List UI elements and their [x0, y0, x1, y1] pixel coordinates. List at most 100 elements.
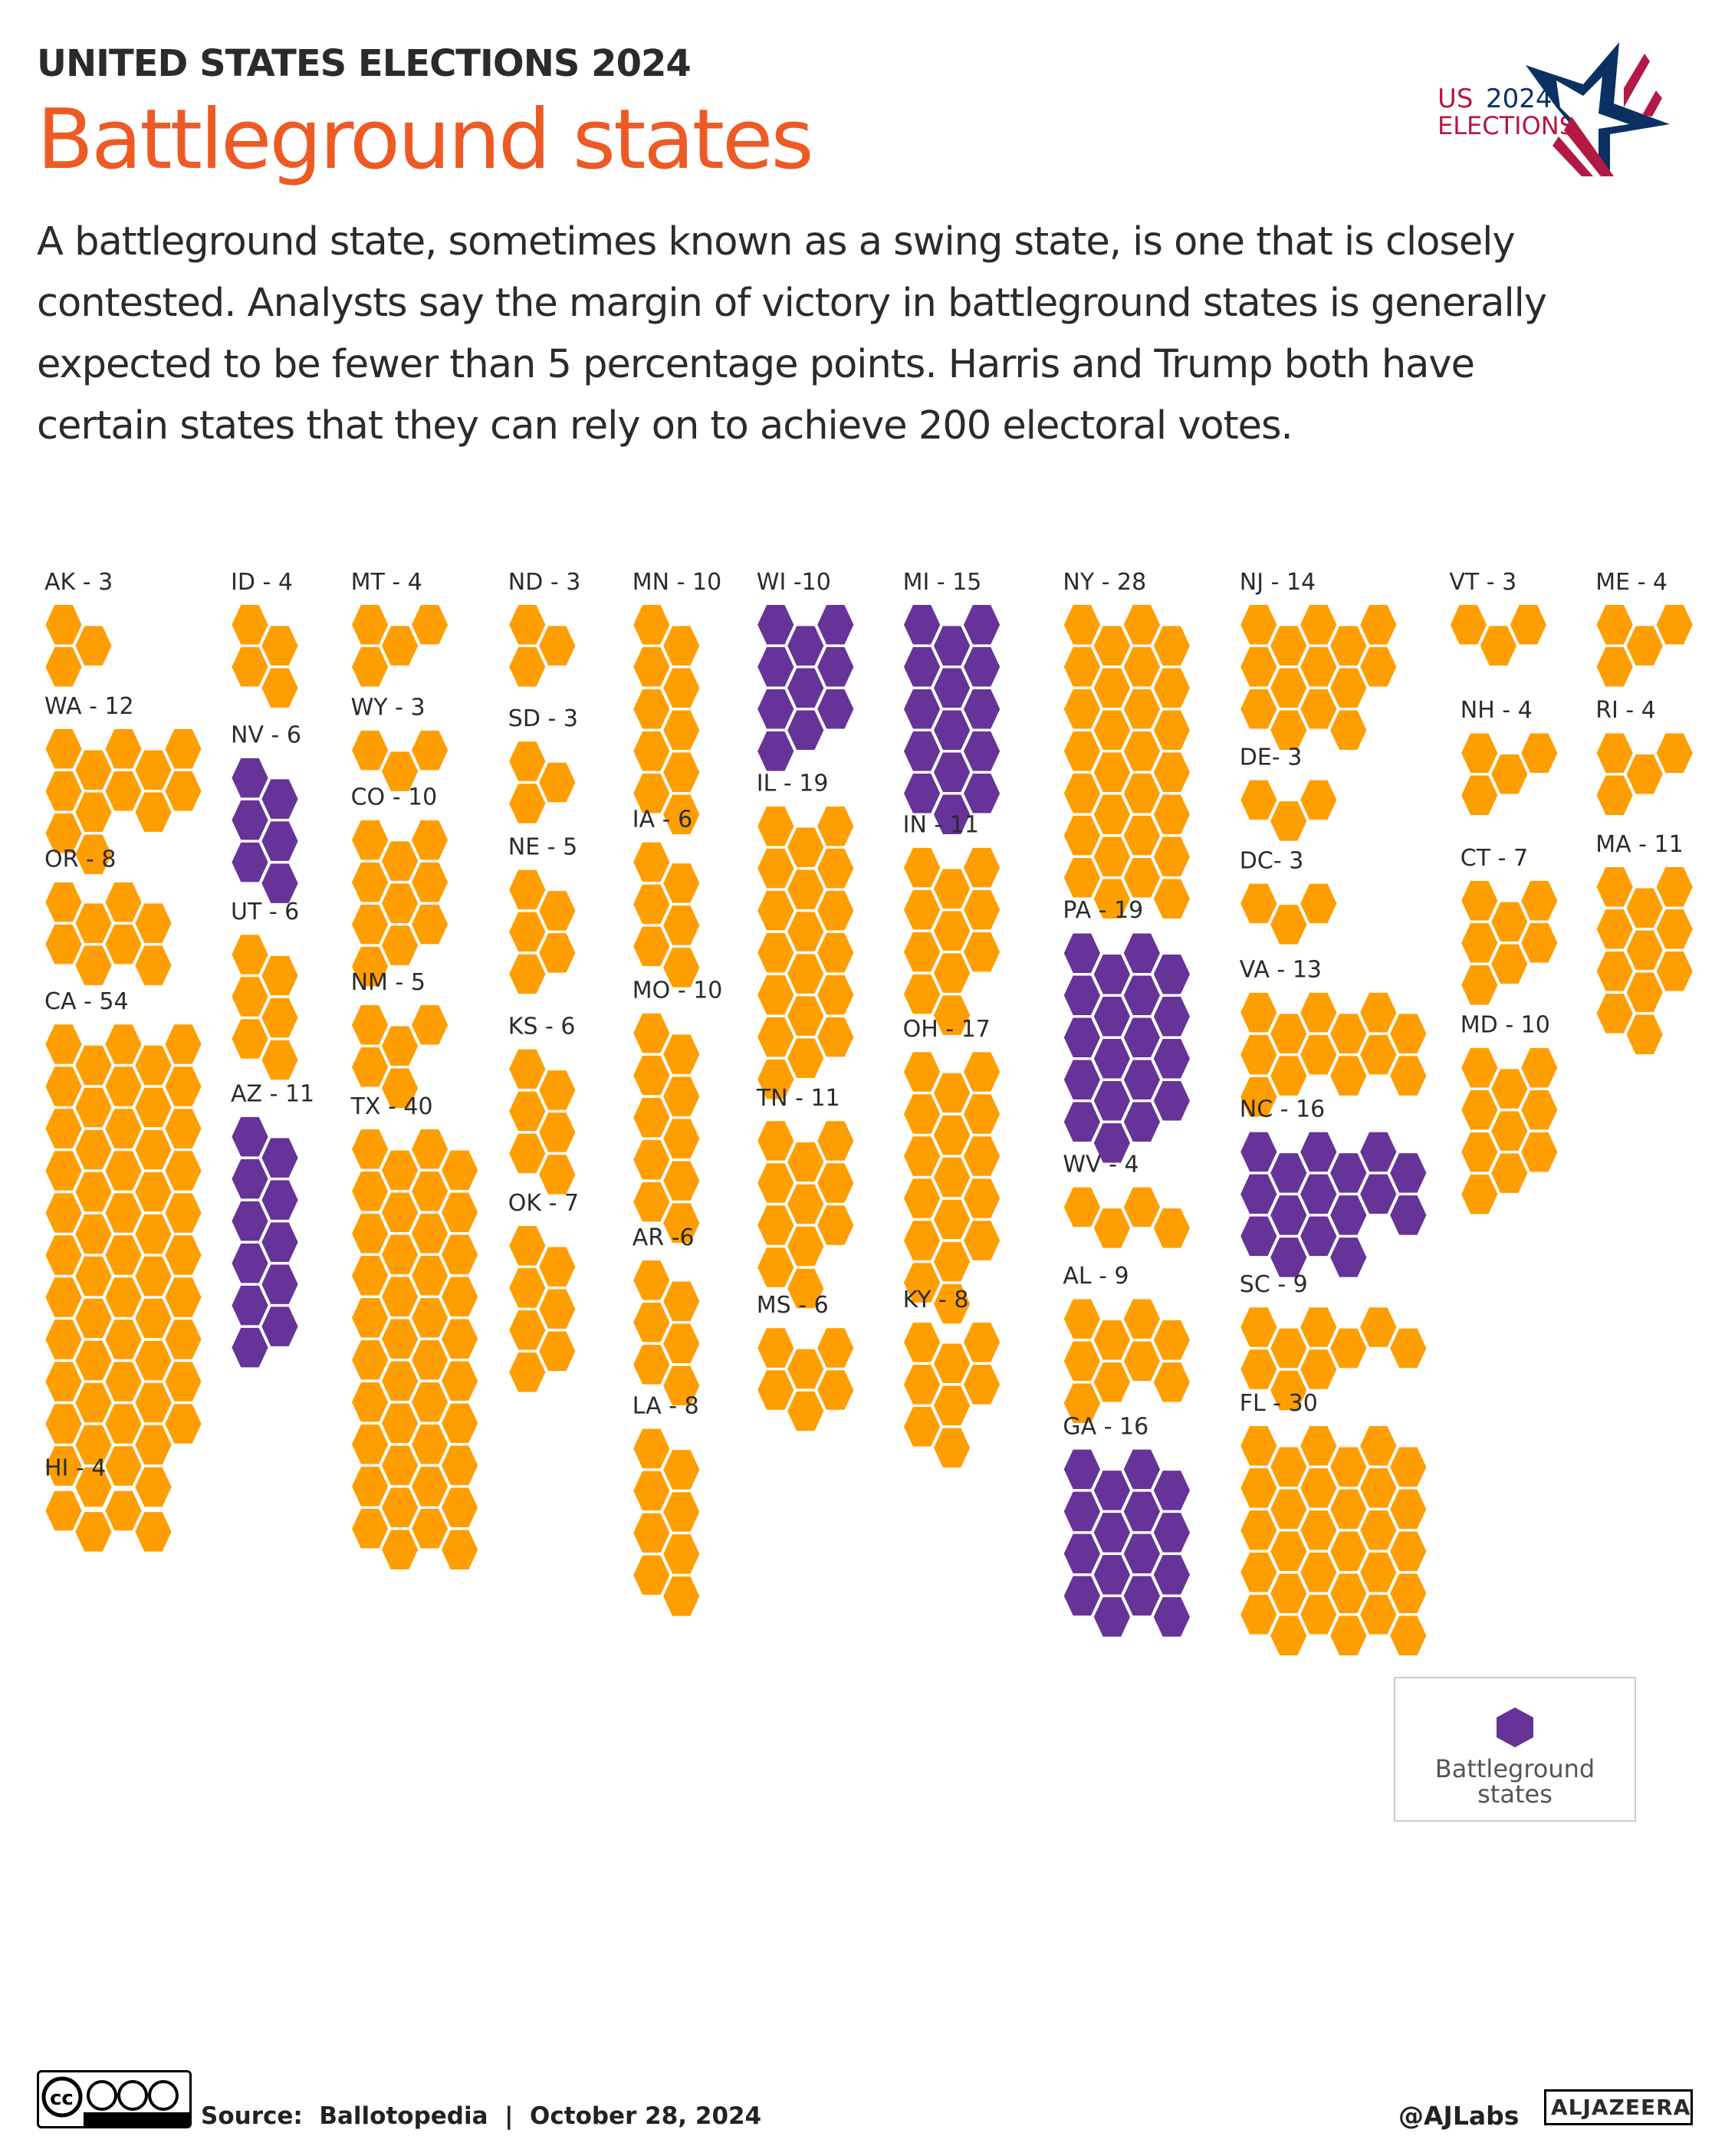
electoral-vote-hex: [1624, 1013, 1665, 1057]
electoral-vote-hex: [1092, 1595, 1132, 1639]
electoral-vote-hex: [631, 771, 672, 816]
state-mo: MO - 10: [631, 978, 723, 1245]
electoral-vote-hex: [1268, 1235, 1309, 1280]
electoral-vote-hex: [1489, 752, 1530, 796]
state-label: CA - 54: [44, 988, 129, 1015]
electoral-vote-hex: [1328, 1053, 1369, 1098]
electoral-vote-hex: [1519, 1130, 1560, 1174]
state-label: AL - 9: [1063, 1263, 1129, 1290]
footer: cc Source: Ballotopedia | October 28, 20…: [37, 2070, 1693, 2139]
electoral-vote-hex: [537, 761, 578, 804]
electoral-vote-hex: [932, 793, 972, 836]
electoral-vote-hex: [1624, 624, 1665, 668]
state-label: DC- 3: [1240, 847, 1304, 874]
electoral-vote-hex: [1594, 645, 1635, 689]
electoral-vote-hex: [1654, 731, 1695, 775]
electoral-vote-hex: [1062, 1574, 1102, 1618]
electoral-vote-hex: [815, 603, 856, 647]
electoral-vote-hex: [815, 973, 856, 1017]
electoral-vote-hex: [961, 1092, 1002, 1136]
electoral-vote-hex: [133, 943, 174, 988]
electoral-vote-hex: [1459, 773, 1500, 817]
electoral-vote-hex: [631, 1180, 672, 1224]
electoral-vote-hex: [785, 1036, 826, 1080]
state-dc: DC- 3: [1238, 847, 1339, 947]
state-mt: MT - 4: [350, 569, 450, 689]
electoral-vote-hex: [537, 1329, 578, 1373]
state-label: MA - 11: [1595, 831, 1683, 858]
state-il: IL - 19: [755, 771, 856, 1101]
state-label: MN - 10: [632, 569, 721, 596]
electoral-vote-hex: [1298, 1592, 1339, 1637]
state-label: AR -6: [632, 1224, 695, 1251]
state-ct: CT - 7: [1459, 845, 1560, 1007]
electoral-vote-hex: [409, 1003, 450, 1047]
electoral-vote-hex: [902, 1260, 942, 1305]
electoral-vote-hex: [1478, 624, 1519, 668]
electoral-vote-hex: [1062, 856, 1102, 900]
electoral-vote-hex: [409, 860, 450, 904]
state-hi: HI - 4: [43, 1454, 174, 1554]
state-label: LA - 8: [632, 1392, 699, 1419]
electoral-vote-hex: [229, 1326, 271, 1369]
electoral-vote-hex: [961, 930, 1002, 974]
electoral-vote-hex: [961, 1218, 1002, 1263]
state-label: KS - 6: [508, 1013, 576, 1040]
electoral-vote-hex: [350, 728, 390, 772]
state-nd: ND - 3: [507, 569, 580, 689]
state-ms: MS - 6: [755, 1292, 856, 1433]
state-mi: MI - 15: [902, 569, 1002, 836]
electoral-vote-hex: [163, 1402, 204, 1446]
electoral-vote-hex: [1489, 942, 1530, 986]
electoral-vote-hex: [961, 603, 1002, 647]
electoral-vote-hex: [961, 888, 1002, 932]
state-label: IA - 6: [632, 806, 692, 833]
state-label: AZ - 11: [231, 1081, 314, 1108]
electoral-vote-hex: [815, 1015, 856, 1059]
electoral-vote-hex: [1358, 1305, 1399, 1349]
electoral-vote-hex: [1062, 1099, 1102, 1144]
state-md: MD - 10: [1459, 1012, 1560, 1216]
state-az: AZ - 11: [229, 1081, 314, 1369]
state-label: PA - 19: [1063, 897, 1143, 924]
electoral-vote-hex: [1152, 1360, 1192, 1404]
electoral-vote-hex: [1508, 603, 1549, 647]
electoral-vote-hex: [1459, 963, 1500, 1007]
ajlabs-handle: @AJLabs: [1398, 2101, 1520, 2131]
electoral-vote-hex: [259, 1304, 301, 1349]
electoral-vote-hex: [73, 1510, 114, 1554]
electoral-vote-hex: [380, 749, 420, 794]
electoral-vote-hex: [163, 1064, 204, 1109]
electoral-vote-hex: [1328, 708, 1369, 752]
svg-text:cc: cc: [50, 2087, 74, 2110]
electoral-vote-hex: [1298, 1347, 1339, 1392]
electoral-vote-hex: [229, 840, 271, 884]
state-label: MO - 10: [632, 978, 723, 1004]
electoral-vote-hex: [661, 1364, 702, 1408]
electoral-vote-hex: [815, 846, 856, 890]
electoral-vote-hex: [631, 1343, 672, 1387]
aljazeera-logo: ALJAZEERA: [1544, 2070, 1693, 2125]
electoral-vote-hex: [1358, 1172, 1399, 1216]
cc-by-nc-sa-icon: cc: [37, 2070, 192, 2128]
electoral-vote-hex: [133, 1510, 174, 1554]
electoral-vote-hex: [507, 952, 548, 996]
electoral-vote-hex: [1298, 687, 1339, 731]
state-label: VA - 13: [1240, 957, 1322, 984]
electoral-vote-hex: [631, 925, 672, 968]
electoral-vote-hex: [1388, 1614, 1429, 1658]
electoral-vote-hex: [73, 833, 114, 876]
electoral-vote-hex: [350, 1507, 390, 1551]
state-ks: KS - 6: [507, 1013, 578, 1197]
state-label: MS - 6: [757, 1292, 829, 1319]
state-ne: NE - 5: [507, 833, 577, 996]
electoral-vote-hex: [1519, 731, 1560, 775]
electoral-vote-hex: [507, 645, 548, 689]
state-va: VA - 13: [1238, 957, 1429, 1119]
electoral-vote-hex: [1122, 856, 1162, 900]
us-2024-elections-logo: US 2024 ELECTIONS: [1438, 42, 1670, 176]
electoral-vote-hex: [1459, 1172, 1500, 1216]
electoral-vote-hex: [815, 1326, 856, 1370]
state-la: LA - 8: [631, 1392, 702, 1619]
electoral-vote-hex: [43, 645, 84, 689]
